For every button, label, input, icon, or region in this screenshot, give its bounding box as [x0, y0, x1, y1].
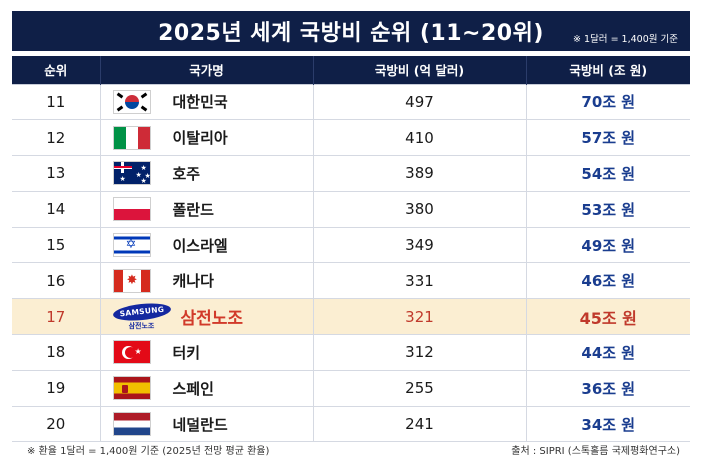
- kr-flag-icon: [112, 89, 151, 114]
- samsung-logo-subtext: 삼전노조: [128, 321, 155, 330]
- krw-cell: 53조 원: [526, 191, 690, 228]
- usd-cell: 321: [313, 298, 527, 336]
- rank-cell: 11: [12, 83, 101, 121]
- country-name: 캐나다: [172, 272, 214, 291]
- country-cell: 대한민국: [100, 83, 314, 121]
- table-row: 20 네덜란드 241 34조 원: [12, 406, 690, 443]
- krw-cell: 44조 원: [526, 334, 690, 371]
- usd-cell: 331: [313, 262, 527, 300]
- pl-flag-icon: [112, 197, 151, 222]
- country-name: 호주: [172, 164, 201, 183]
- table-row: 12 이탈리아 410 57조 원: [12, 119, 690, 157]
- rank-cell: 16: [12, 262, 101, 300]
- country-name: 이스라엘: [172, 236, 228, 255]
- table-row: 19 스페인 255 36조 원: [12, 370, 690, 407]
- country-cell: SAMSUNG 삼전노조 삼전노조: [100, 298, 314, 336]
- table-row: 15 ✡ 이스라엘 349 49조 원: [12, 227, 690, 264]
- country-name: 대한민국: [172, 93, 228, 112]
- header-country: 국가명: [100, 56, 314, 84]
- krw-cell: 49조 원: [526, 227, 690, 264]
- krw-cell: 54조 원: [526, 155, 690, 192]
- samsung-logo-icon: SAMSUNG 삼전노조: [111, 300, 172, 331]
- table-row: 11 대한민국 497 70조 원: [12, 83, 690, 121]
- table-header-row: 순위 국가명 국방비 (억 달러) 국방비 (조 원): [12, 56, 690, 84]
- country-cell: ★ 터키: [100, 334, 314, 371]
- country-cell: 이탈리아: [100, 119, 314, 157]
- usd-cell: 410: [313, 119, 527, 157]
- krw-cell: 46조 원: [526, 262, 690, 300]
- country-name: 삼전노조: [180, 309, 244, 330]
- krw-cell: 45조 원: [526, 298, 690, 336]
- rank-cell: 18: [12, 334, 101, 371]
- country-name: 터키: [172, 343, 201, 362]
- ranking-table: 순위 국가명 국방비 (억 달러) 국방비 (조 원) 11 대한민국: [12, 56, 690, 443]
- au-flag-icon: ★ ★ ★ ★ ★: [112, 161, 151, 186]
- krw-cell: 36조 원: [526, 370, 690, 407]
- title-bar: 2025년 세계 국방비 순위 (11~20위) ※ 1달러 = 1,400원 …: [12, 11, 690, 51]
- rank-cell: 13: [12, 155, 101, 192]
- header-rank: 순위: [12, 56, 101, 84]
- country-cell: ✡ 이스라엘: [100, 227, 314, 264]
- samsung-logo-text: SAMSUNG: [111, 300, 172, 323]
- tr-flag-icon: ★: [112, 340, 151, 365]
- country-cell: 스페인: [100, 370, 314, 407]
- exchange-rate-note: ※ 1달러 = 1,400원 기준: [573, 34, 678, 45]
- krw-cell: 57조 원: [526, 119, 690, 157]
- rank-cell: 12: [12, 119, 101, 157]
- table-row: 18 ★ 터키 312 44조 원: [12, 334, 690, 371]
- page-title: 2025년 세계 국방비 순위 (11~20위): [158, 21, 544, 46]
- country-cell: 네덜란드: [100, 406, 314, 443]
- country-name: 네덜란드: [172, 415, 228, 434]
- footer-source: 출처 : SIPRI (스톡홀름 국제평화연구소): [511, 446, 680, 457]
- country-name: 이탈리아: [172, 129, 228, 148]
- country-name: 폴란드: [172, 200, 214, 219]
- il-flag-icon: ✡: [112, 233, 151, 258]
- krw-cell: 70조 원: [526, 83, 690, 121]
- country-cell: ✸ 캐나다: [100, 262, 314, 300]
- krw-cell: 34조 원: [526, 406, 690, 443]
- usd-cell: 241: [313, 406, 527, 443]
- usd-cell: 349: [313, 227, 527, 264]
- it-flag-icon: [112, 125, 151, 150]
- header-usd: 국방비 (억 달러): [313, 56, 527, 84]
- table-row-highlighted: 17 SAMSUNG 삼전노조 삼전노조 321 45조 원: [12, 298, 690, 336]
- header-krw: 국방비 (조 원): [526, 56, 690, 84]
- country-name: 스페인: [172, 379, 214, 398]
- usd-cell: 380: [313, 191, 527, 228]
- ca-flag-icon: ✸: [112, 268, 151, 293]
- es-flag-icon: [112, 376, 151, 401]
- rank-cell: 20: [12, 406, 101, 443]
- rank-cell: 14: [12, 191, 101, 228]
- country-cell: ★ ★ ★ ★ ★ 호주: [100, 155, 314, 192]
- usd-cell: 497: [313, 83, 527, 121]
- table-row: 13 ★ ★ ★ ★ ★ 호주 389 54조 원: [12, 155, 690, 192]
- footer-exchange-note: ※ 환율 1달러 = 1,400원 기준 (2025년 전망 평균 환율): [27, 446, 270, 457]
- table-row: 14 폴란드 380 53조 원: [12, 191, 690, 228]
- usd-cell: 255: [313, 370, 527, 407]
- usd-cell: 389: [313, 155, 527, 192]
- rank-cell: 17: [12, 298, 101, 336]
- usd-cell: 312: [313, 334, 527, 371]
- rank-cell: 15: [12, 227, 101, 264]
- rank-cell: 19: [12, 370, 101, 407]
- country-cell: 폴란드: [100, 191, 314, 228]
- table-row: 16 ✸ 캐나다 331 46조 원: [12, 262, 690, 300]
- nl-flag-icon: [112, 412, 151, 437]
